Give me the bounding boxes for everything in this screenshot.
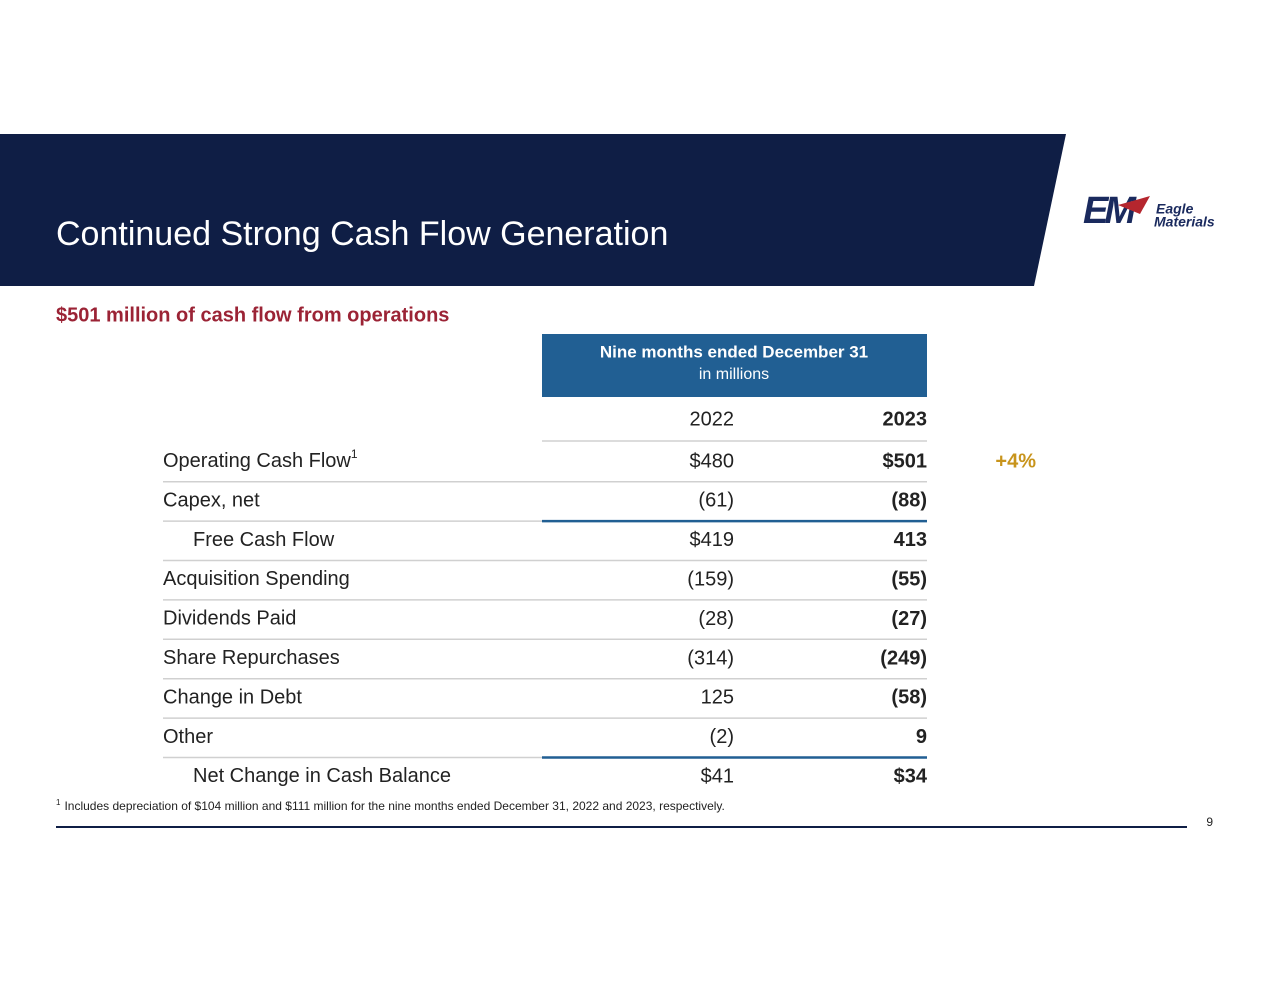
table-header-subtitle: in millions (699, 366, 769, 383)
cell-value: 125 (701, 687, 734, 709)
logo: EM Eagle Materials (1083, 190, 1215, 232)
cell-value: (88) (891, 490, 927, 512)
cell-value: 9 (916, 726, 927, 748)
cell-value: (249) (880, 647, 927, 669)
row-label-text: Dividends Paid (163, 608, 296, 630)
row-label: Acquisition Spending (163, 568, 350, 590)
row-label-text: Free Cash Flow (193, 529, 335, 551)
row-label-text: Change in Debt (163, 687, 302, 709)
row-label-text: Net Change in Cash Balance (193, 765, 451, 787)
cell-value: 413 (894, 529, 927, 551)
table-body: 2022 2023 Operating Cash Flow1 $480 $501 +4% C… (163, 408, 1036, 787)
cell-value: (55) (891, 568, 927, 590)
superscript: 1 (351, 447, 358, 461)
cell-value: (2) (710, 726, 734, 748)
row-label: Dividends Paid (163, 608, 296, 630)
cell-value: (314) (687, 647, 734, 669)
row-label: Capex, net (163, 490, 260, 512)
column-header: 2023 (883, 408, 928, 430)
change-note: +4% (995, 450, 1036, 472)
header-band (0, 134, 1066, 286)
slide-title: Continued Strong Cash Flow Generation (56, 215, 668, 253)
cell-value: (27) (891, 608, 927, 630)
cell-value: $34 (894, 765, 928, 787)
row-label-text: Acquisition Spending (163, 568, 350, 590)
cell-value: (28) (698, 608, 734, 630)
cell-value: $501 (883, 450, 928, 472)
row-label-text: Operating Cash Flow (163, 450, 351, 472)
cell-value: (61) (698, 490, 734, 512)
footnote-text: Includes depreciation of $104 million an… (64, 799, 724, 813)
cell-value: (159) (687, 568, 734, 590)
cell-value: $480 (690, 450, 735, 472)
cell-value: $41 (701, 765, 734, 787)
logo-text: Materials (1154, 214, 1215, 230)
row-label-text: Capex, net (163, 490, 260, 512)
logo-wing (1118, 196, 1150, 214)
row-label: Net Change in Cash Balance (193, 765, 451, 787)
cell-value: $419 (690, 529, 735, 551)
table-header-box (542, 334, 927, 397)
row-label-text: Other (163, 726, 213, 748)
row-label: Free Cash Flow (193, 529, 335, 551)
column-header: 2022 (690, 408, 735, 430)
row-label: Operating Cash Flow1 (163, 447, 358, 472)
footnote: 1 Includes depreciation of $104 million a… (56, 798, 725, 813)
row-label: Other (163, 726, 213, 748)
logo-mark: EM (1083, 190, 1137, 232)
row-label-text: Share Repurchases (163, 647, 340, 669)
row-label: Share Repurchases (163, 647, 340, 669)
row-label: Change in Debt (163, 687, 302, 709)
cell-value: (58) (891, 687, 927, 709)
subtitle: $501 million of cash flow from operation… (56, 304, 449, 326)
footnote-marker: 1 (56, 798, 61, 807)
logo-text: Eagle (1156, 201, 1194, 217)
page-number: 9 (1206, 815, 1213, 829)
table-header-title: Nine months ended December 31 (600, 342, 868, 361)
